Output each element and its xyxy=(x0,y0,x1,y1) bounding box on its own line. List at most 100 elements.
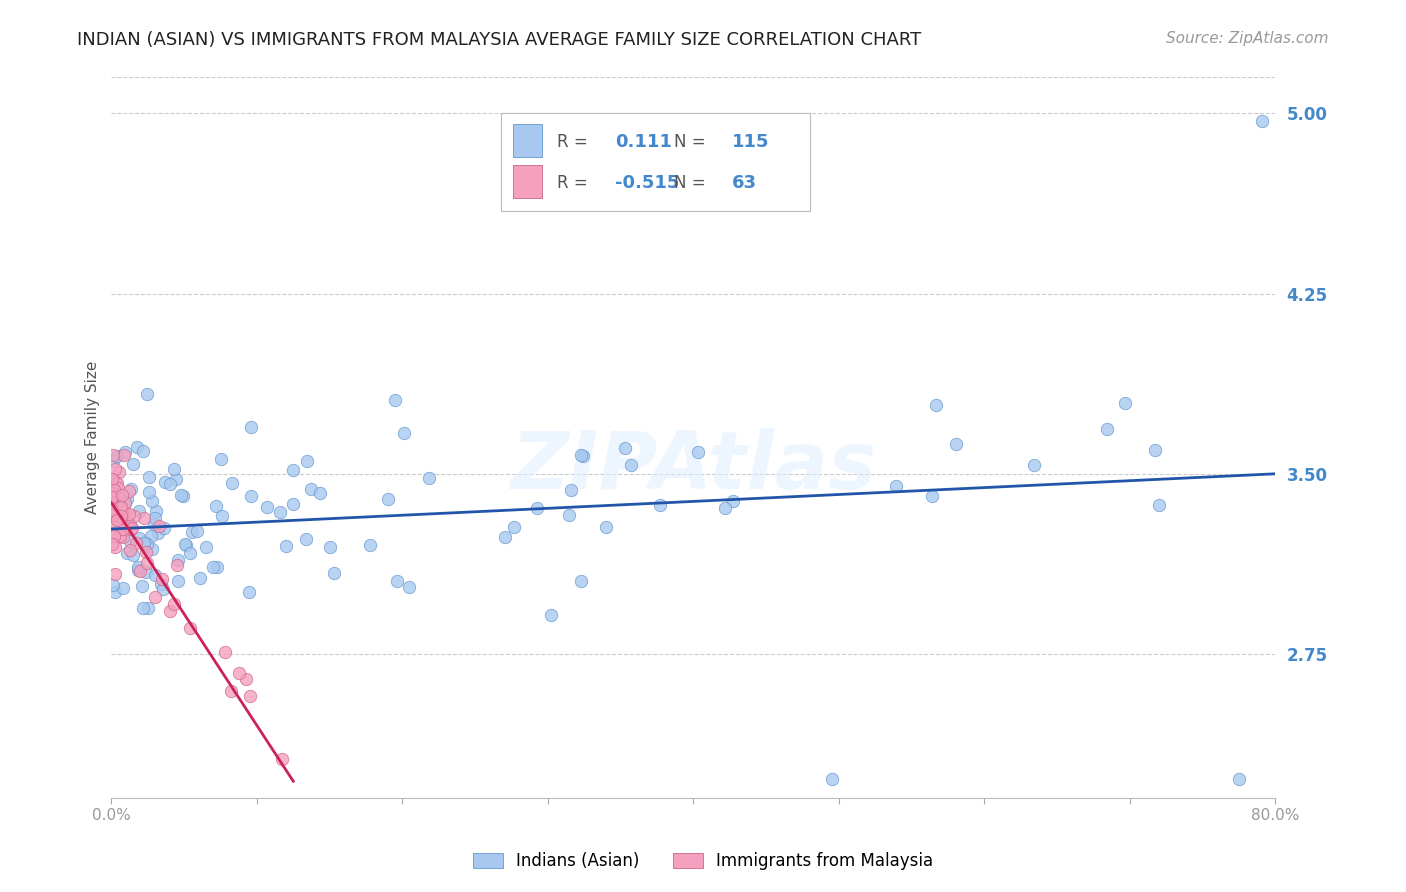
Point xyxy=(211,509,233,524)
Point xyxy=(135,387,157,401)
Point xyxy=(494,530,516,544)
Point xyxy=(135,545,157,559)
Point xyxy=(181,525,204,540)
Point xyxy=(117,517,139,532)
Text: R =: R = xyxy=(557,174,593,192)
Point xyxy=(110,508,132,523)
Point xyxy=(238,584,260,599)
Point xyxy=(135,565,157,579)
Point xyxy=(209,451,232,466)
Point xyxy=(110,500,132,514)
Point xyxy=(122,508,145,523)
Point xyxy=(613,441,636,455)
Point xyxy=(235,672,257,686)
Point xyxy=(101,514,124,528)
Point xyxy=(101,472,124,486)
Point xyxy=(295,533,318,547)
Point xyxy=(146,525,169,540)
Point xyxy=(398,580,420,594)
Text: N =: N = xyxy=(673,174,710,192)
Point xyxy=(132,600,155,615)
Point xyxy=(103,529,125,543)
Point xyxy=(167,574,190,588)
Point xyxy=(127,563,149,577)
Point xyxy=(101,503,124,517)
Point xyxy=(105,489,128,503)
Point xyxy=(384,392,406,407)
Point xyxy=(103,506,125,520)
Point xyxy=(560,483,582,497)
Point xyxy=(240,489,263,503)
Legend: Indians (Asian), Immigrants from Malaysia: Indians (Asian), Immigrants from Malaysi… xyxy=(465,846,941,877)
Point xyxy=(103,474,125,488)
Point xyxy=(128,504,150,518)
Point xyxy=(108,514,131,528)
Bar xyxy=(513,165,543,198)
Point xyxy=(240,420,263,434)
Point xyxy=(569,448,592,462)
Point xyxy=(132,536,155,550)
Point xyxy=(128,531,150,545)
Point xyxy=(221,683,243,698)
Point xyxy=(127,560,149,574)
Point xyxy=(152,521,174,535)
Text: 0.111: 0.111 xyxy=(616,133,672,151)
Point xyxy=(1095,422,1118,436)
Point xyxy=(166,558,188,573)
Point xyxy=(195,540,218,554)
Point xyxy=(648,498,671,512)
Point xyxy=(112,448,135,462)
Point xyxy=(101,577,124,591)
Point xyxy=(121,521,143,535)
Point xyxy=(1143,443,1166,458)
Point xyxy=(221,476,243,491)
Point xyxy=(111,530,134,544)
Point xyxy=(101,448,124,462)
Point xyxy=(107,499,129,513)
Point xyxy=(377,491,399,506)
Point xyxy=(385,574,408,588)
Point xyxy=(207,559,229,574)
Point xyxy=(139,529,162,543)
Point xyxy=(104,501,127,516)
Point xyxy=(821,772,844,786)
Point xyxy=(620,458,643,473)
Point xyxy=(714,501,737,516)
Point xyxy=(120,534,142,549)
Point xyxy=(129,565,152,579)
Point xyxy=(283,497,305,511)
Point xyxy=(104,526,127,541)
Point xyxy=(101,508,124,522)
Point xyxy=(125,440,148,454)
Point xyxy=(108,507,131,521)
Point xyxy=(526,500,548,515)
Point xyxy=(274,540,297,554)
Point xyxy=(104,462,127,476)
Point xyxy=(134,511,156,525)
Point xyxy=(105,449,128,463)
Point xyxy=(256,500,278,515)
Point xyxy=(179,621,201,635)
Point xyxy=(143,590,166,604)
Point xyxy=(884,479,907,493)
Point xyxy=(721,493,744,508)
Point xyxy=(269,505,291,519)
Point xyxy=(945,437,967,451)
Text: Source: ZipAtlas.com: Source: ZipAtlas.com xyxy=(1166,31,1329,46)
Bar xyxy=(502,113,810,211)
Text: -0.515: -0.515 xyxy=(616,174,681,192)
Point xyxy=(148,519,170,533)
Point xyxy=(101,454,124,468)
Point xyxy=(114,496,136,510)
Point xyxy=(141,494,163,508)
Point xyxy=(131,443,153,458)
Point xyxy=(122,457,145,471)
Text: R =: R = xyxy=(557,133,593,151)
Point xyxy=(214,645,236,659)
Text: 115: 115 xyxy=(733,133,769,151)
Text: N =: N = xyxy=(673,133,710,151)
Point xyxy=(145,504,167,518)
Bar xyxy=(513,124,543,157)
Point xyxy=(174,536,197,550)
Point xyxy=(163,461,186,475)
